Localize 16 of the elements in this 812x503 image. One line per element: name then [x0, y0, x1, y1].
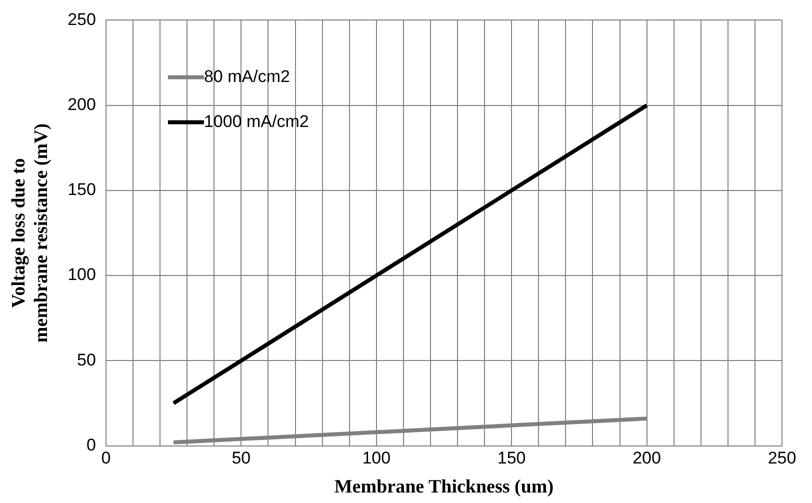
x-tick-label: 250 [768, 448, 796, 468]
y-axis-title: Voltage loss due to membrane resistance (mV) [8, 123, 52, 343]
y-tick-label: 100 [68, 265, 96, 284]
x-tick-label: 50 [232, 448, 251, 468]
x-axis-title: Membrane Thickness (um) [334, 476, 554, 498]
x-tick-label: 200 [632, 448, 661, 468]
y-tick-label: 0 [86, 435, 96, 454]
legend-label: 80 mA/cm2 [204, 66, 290, 86]
y-tick-label: 50 [77, 350, 96, 370]
y-tick-label: 250 [68, 10, 96, 29]
x-tick-label: 100 [362, 448, 391, 468]
y-tick-label: 200 [68, 95, 96, 114]
x-tick-label: 0 [101, 448, 111, 468]
y-tick-label: 150 [68, 180, 96, 200]
x-tick-label: 150 [497, 448, 526, 468]
legend-label: 1000 mA/cm2 [204, 112, 309, 131]
